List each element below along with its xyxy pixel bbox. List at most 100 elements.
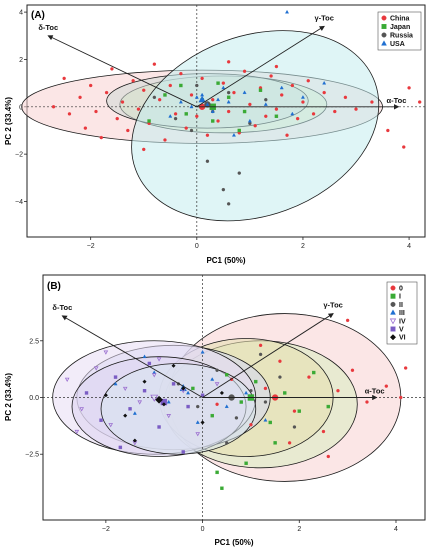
panel-a-point (237, 171, 241, 175)
panel-a-point (51, 105, 56, 109)
panel-a-point (279, 85, 284, 90)
panel-b-point (200, 393, 205, 397)
panel-a-point (269, 74, 273, 78)
panel-b-legend-label-iv: IV (399, 318, 406, 325)
panel-a-point (237, 128, 241, 133)
panel-b-point (103, 393, 108, 398)
panel-a-point (205, 159, 210, 163)
panel-b-point (258, 343, 263, 348)
panel-b-point (234, 416, 239, 420)
panel-b-point (166, 414, 172, 419)
panel-a-point (295, 116, 300, 121)
panel-a-point (290, 111, 295, 116)
panel-a-point (263, 102, 268, 106)
panel-b-point (186, 390, 191, 395)
panel-a-point (354, 107, 358, 111)
panel-b-point (210, 377, 215, 381)
panel-a-point (152, 95, 157, 100)
panel-b-point (312, 370, 316, 375)
panel-b-loading-arrow (61, 315, 203, 398)
panel-a-point (211, 119, 215, 123)
panel-b-point (93, 366, 99, 371)
panel-b-point (79, 407, 85, 412)
panel-b-point (142, 388, 147, 393)
panel-a-point (274, 107, 279, 111)
panel-b-y-tick-label: 0.0 (29, 395, 39, 402)
panel-b-x-tick-label: 4 (394, 526, 398, 533)
panel-b-point (263, 400, 268, 404)
panel-b-point (273, 441, 277, 445)
panel-b-legend-label-i: I (399, 294, 401, 301)
panel-a-point (258, 88, 263, 92)
panel-b-x-tick-label: −2 (102, 526, 110, 533)
panel-a-point (163, 138, 167, 142)
panel-a-point (152, 62, 157, 66)
panel-a-point (136, 107, 141, 111)
panel-a-x-tick-label: 4 (407, 243, 411, 250)
panel-a-legend-label-china: China (390, 16, 410, 23)
panel-b-point (137, 400, 143, 405)
panel-a-point (147, 119, 151, 123)
panel-a-point (189, 128, 194, 133)
panel-b-point (99, 418, 103, 422)
panel-b-point (64, 377, 70, 382)
panel-b-point (225, 441, 229, 445)
panel-a-point (178, 99, 183, 104)
panel-a-loading-label: δ-Toc (38, 23, 58, 32)
panel-b-loading-label: α-Toc (365, 387, 385, 396)
panel-b-point (186, 404, 190, 409)
panel-b-y-tick-label: 2.5 (29, 338, 39, 345)
panel-a-point (189, 93, 194, 97)
panel-b-point (157, 425, 161, 429)
panel-b-point (292, 425, 297, 429)
panel-a-point (226, 202, 231, 206)
panel-a-point (173, 116, 178, 121)
panel-a-x-tick-label: 0 (195, 243, 199, 250)
panel-a-point (221, 81, 226, 85)
panel-a-point (232, 90, 236, 95)
panel-a-legend-marker-china (381, 15, 387, 21)
panel-a-point (417, 100, 422, 104)
panel-a-point (120, 100, 125, 104)
panel-a-point (168, 114, 173, 118)
panel-a-x-tick-label: −2 (87, 243, 95, 250)
panel-b-center-iv (150, 394, 159, 402)
panel-b-legend-marker-ii (390, 301, 396, 307)
panel-b-y-tick-label: −2.5 (25, 452, 39, 459)
panel-b-point (84, 391, 89, 395)
panel-a-point (226, 90, 231, 95)
panel-a-point (173, 112, 178, 116)
panel-a-point (163, 93, 167, 97)
panel-a-point (104, 90, 109, 95)
panel-a-point (99, 135, 103, 140)
panel-a-point (142, 88, 146, 92)
panel-a-point (216, 97, 221, 102)
panel-a-loading-arrow (196, 25, 325, 108)
panel-a-y-tick-label: 0 (19, 104, 23, 111)
panel-a-point (157, 97, 162, 102)
panel-b-point (215, 402, 219, 407)
panel-b-point (350, 368, 355, 372)
panel-a-point (62, 76, 66, 81)
panel-a-point (280, 93, 284, 97)
panel-b-point (118, 445, 123, 450)
panel-a-point (402, 145, 406, 149)
panel-a-point (343, 95, 348, 100)
panel-b-x-tick-label: 0 (201, 526, 205, 533)
panel-b-point (214, 382, 220, 387)
panel-a-legend-marker-russia (381, 32, 387, 38)
panel-a-point (370, 100, 374, 104)
panel-b-ylabel: PC 2 (33.4%) (4, 373, 13, 421)
panel-a: (A) PC1 (50%) PC 2 (33.4%) −2 0 2 4−4−2024 … (4, 4, 426, 265)
panel-b-point (220, 486, 224, 490)
panel-b-point (249, 423, 253, 427)
panel-a-point (386, 128, 390, 133)
panel-b-legend-label-0: 0 (399, 286, 403, 293)
panel-a-xlabel: PC1 (50%) (206, 256, 245, 265)
panel-a-point (300, 95, 305, 99)
panel-b-point (278, 375, 282, 379)
panel-b-point (258, 352, 263, 357)
panel-b-point (123, 413, 128, 418)
panel-a-point (221, 187, 226, 192)
panel-a-point (322, 90, 326, 95)
